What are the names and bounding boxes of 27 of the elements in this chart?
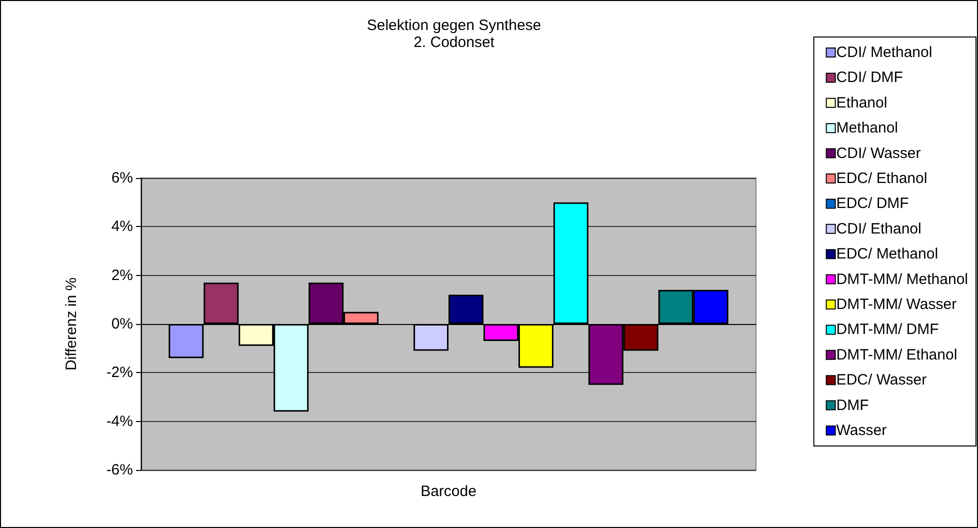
y-axis-title: Differenz in % <box>63 277 80 371</box>
y-tick-label: 4% <box>111 218 133 236</box>
legend-label: Methanol <box>836 120 898 137</box>
legend-label: DMT-MM/ DMF <box>836 321 939 338</box>
legend-label: Ethanol <box>836 94 888 112</box>
legend-label: CDI/ Ethanol <box>836 220 922 238</box>
y-tick-label: 0% <box>111 316 133 332</box>
y-tick-label: -4% <box>106 412 133 430</box>
y-tick-label: 6% <box>111 170 133 186</box>
legend-label: DMT-MM/ Ethanol <box>836 346 958 364</box>
legend-label: DMF <box>836 396 869 414</box>
chart-title: Selektion gegen Synthese <box>366 17 542 34</box>
legend-label: EDC/ Ethanol <box>836 170 928 187</box>
legend-label: EDC/ Methanol <box>836 246 938 263</box>
legend-label: DMT-MM/ Wasser <box>836 296 957 313</box>
legend-label: EDC/ DMF <box>836 195 909 212</box>
chart-subtitle: 2. Codonset <box>414 34 496 51</box>
y-tick-label: -2% <box>106 364 133 382</box>
legend-label: CDI/ Wasser <box>836 144 921 162</box>
y-tick-label: -6% <box>106 462 133 478</box>
x-axis-title: Barcode <box>420 483 476 500</box>
legend-label: CDI/ DMF <box>836 69 903 86</box>
legend-label: Wasser <box>836 422 887 439</box>
legend-label: CDI/ Methanol <box>836 44 932 61</box>
y-tick-label: 2% <box>111 266 133 284</box>
legend-label: EDC/ Wasser <box>836 372 927 389</box>
legend-label: DMT-MM/ Methanol <box>836 270 968 288</box>
